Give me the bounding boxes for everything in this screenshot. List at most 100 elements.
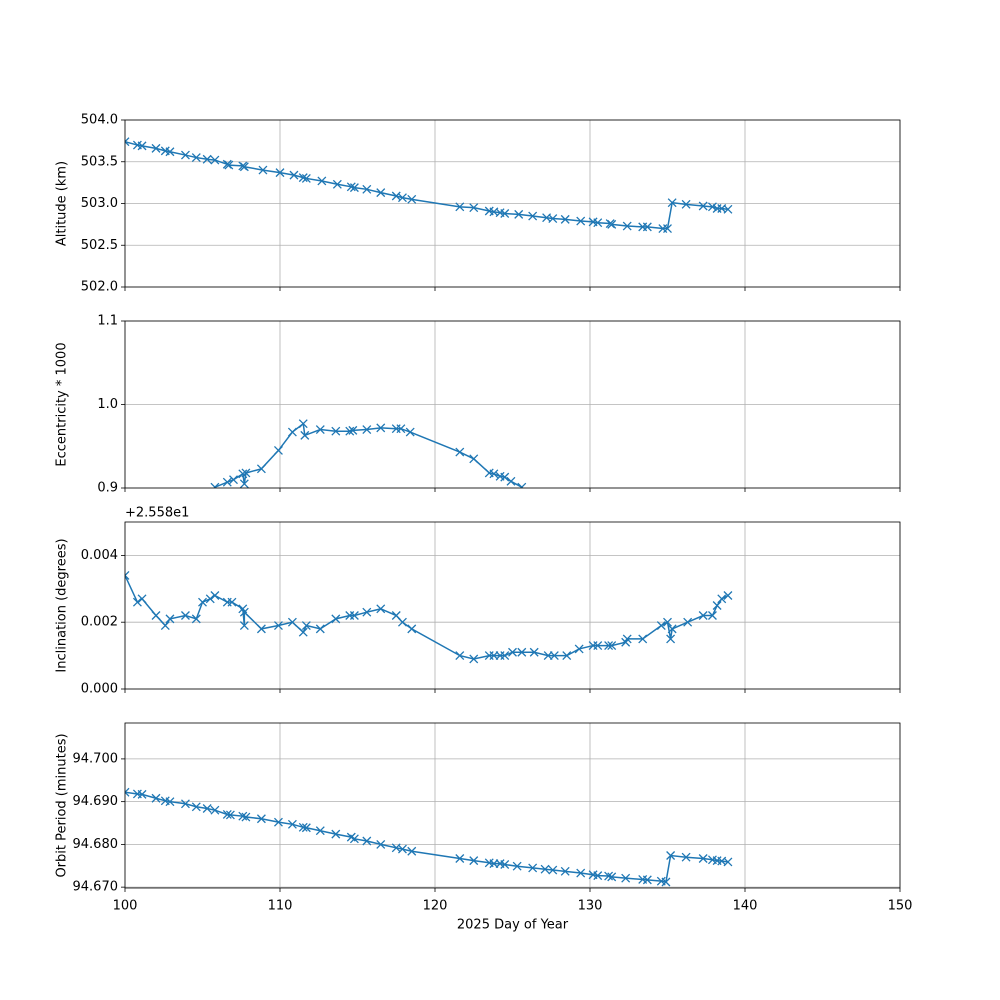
y-axis-label: Eccentricity * 1000 — [55, 342, 70, 466]
data-marker — [560, 214, 570, 224]
data-marker — [638, 634, 648, 644]
data-marker — [331, 614, 341, 624]
data-line — [125, 575, 729, 660]
x-tick-label: 120 — [423, 899, 448, 914]
data-marker — [407, 194, 417, 204]
data-marker — [683, 617, 693, 627]
data-marker — [656, 621, 666, 630]
data-marker — [298, 419, 308, 429]
data-marker — [407, 624, 417, 634]
data-marker — [165, 614, 175, 624]
data-marker — [165, 147, 175, 157]
data-marker — [667, 624, 677, 634]
data-marker — [593, 641, 603, 651]
data-marker — [666, 634, 676, 644]
panel: 0.000 0.002 0.004 Inclination (degrees) +2.5… — [55, 506, 901, 697]
data-marker — [407, 846, 417, 856]
data-marker — [666, 851, 676, 860]
data-marker — [362, 836, 372, 846]
data-marker — [712, 601, 722, 610]
data-marker — [345, 426, 355, 436]
data-marker — [180, 150, 190, 160]
axes-frame — [124, 320, 901, 489]
data-marker — [151, 143, 161, 153]
data-marker — [180, 799, 190, 809]
data-marker — [331, 829, 341, 839]
data-marker — [349, 611, 359, 620]
y-tick-label: 504.0 — [81, 113, 118, 128]
data-marker — [287, 819, 297, 829]
data-marker — [210, 482, 220, 488]
data-marker — [332, 179, 342, 189]
data-marker — [331, 426, 341, 436]
y-tick-label: 1.0 — [97, 397, 118, 412]
data-marker — [362, 184, 372, 194]
data-marker — [593, 871, 603, 881]
data-marker — [667, 198, 677, 208]
panel: 100 110 120 130 140 150 94.670 94.680 94.690 94.7… — [55, 722, 912, 933]
data-marker — [508, 647, 517, 657]
data-marker — [273, 817, 283, 827]
x-axis-label: 2025 Day of Year — [457, 918, 569, 933]
data-group — [125, 137, 733, 234]
data-marker — [621, 873, 631, 883]
data-marker — [376, 839, 386, 849]
data-marker — [191, 802, 201, 812]
data-marker — [723, 204, 733, 214]
data-marker — [514, 209, 524, 219]
x-tick-label: 100 — [113, 899, 138, 914]
data-marker — [528, 863, 538, 873]
data-group — [210, 419, 527, 488]
data-marker — [151, 611, 161, 620]
data-marker — [315, 425, 325, 435]
data-marker — [238, 811, 248, 821]
data-marker — [540, 864, 550, 874]
data-marker — [125, 787, 130, 797]
y-tick-label: 94.700 — [73, 751, 119, 766]
data-marker — [241, 468, 251, 478]
data-line — [125, 791, 729, 883]
data-marker — [349, 183, 359, 193]
data-marker — [576, 216, 586, 226]
axes-frame — [124, 722, 901, 889]
y-tick-label: 0.9 — [97, 481, 118, 496]
y-tick-label: 0.004 — [81, 548, 118, 563]
data-marker — [397, 617, 407, 627]
data-marker — [222, 477, 232, 487]
data-marker — [455, 651, 465, 661]
data-marker — [205, 594, 215, 604]
y-tick-label: 94.670 — [73, 880, 119, 895]
data-marker — [191, 614, 201, 624]
data-marker — [548, 214, 558, 223]
data-marker — [300, 430, 310, 440]
data-marker — [622, 634, 632, 644]
data-marker — [227, 597, 237, 607]
data-marker — [607, 641, 617, 651]
data-marker — [397, 844, 407, 854]
data-marker — [125, 570, 130, 580]
data-marker — [562, 651, 572, 661]
data-marker — [489, 469, 499, 479]
data-marker — [455, 854, 465, 863]
data-marker — [455, 447, 465, 457]
data-marker — [455, 202, 465, 212]
data-marker — [301, 823, 311, 833]
data-marker — [661, 877, 671, 887]
data-marker — [663, 224, 672, 234]
data-marker — [165, 797, 175, 807]
data-marker — [315, 826, 325, 836]
x-tick-label: 140 — [733, 899, 758, 914]
data-marker — [273, 445, 283, 455]
data-marker — [528, 211, 538, 221]
data-marker — [576, 868, 586, 878]
data-marker — [349, 834, 359, 844]
data-marker — [607, 219, 617, 229]
panel: 0.9 1.0 1.1 Eccentricity * 1000 — [55, 314, 901, 496]
data-marker — [256, 464, 266, 474]
data-marker — [256, 624, 266, 634]
data-line — [214, 422, 523, 488]
data-marker — [239, 162, 249, 172]
data-marker — [239, 621, 249, 630]
data-marker — [137, 789, 147, 799]
